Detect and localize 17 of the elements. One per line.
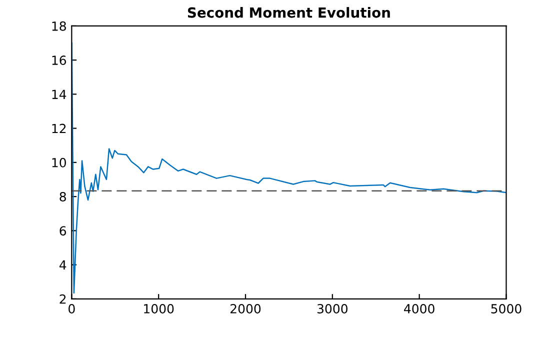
y-tick-label: 4 [59,260,66,270]
x-tick-label: 3000 [317,304,348,314]
x-tick-label: 4000 [404,304,434,314]
y-tick-label: 6 [60,226,66,236]
y-tick-label: 18 [52,21,66,31]
x-tick-label: 0 [68,304,75,314]
y-tick-label: 14 [52,90,66,99]
x-tick-label: 5000 [491,304,522,314]
y-tick-label: 10 [52,158,66,168]
y-tick-label: 12 [52,124,66,134]
y-tick-label: 2 [60,294,66,304]
y-tick-label: 8 [60,192,66,202]
x-tick-label: 1000 [144,304,174,314]
y-tick-label: 16 [52,56,66,65]
line-series [72,42,506,294]
x-tick-label: 2000 [230,304,261,314]
chart-title: Second Moment Evolution [188,7,390,18]
